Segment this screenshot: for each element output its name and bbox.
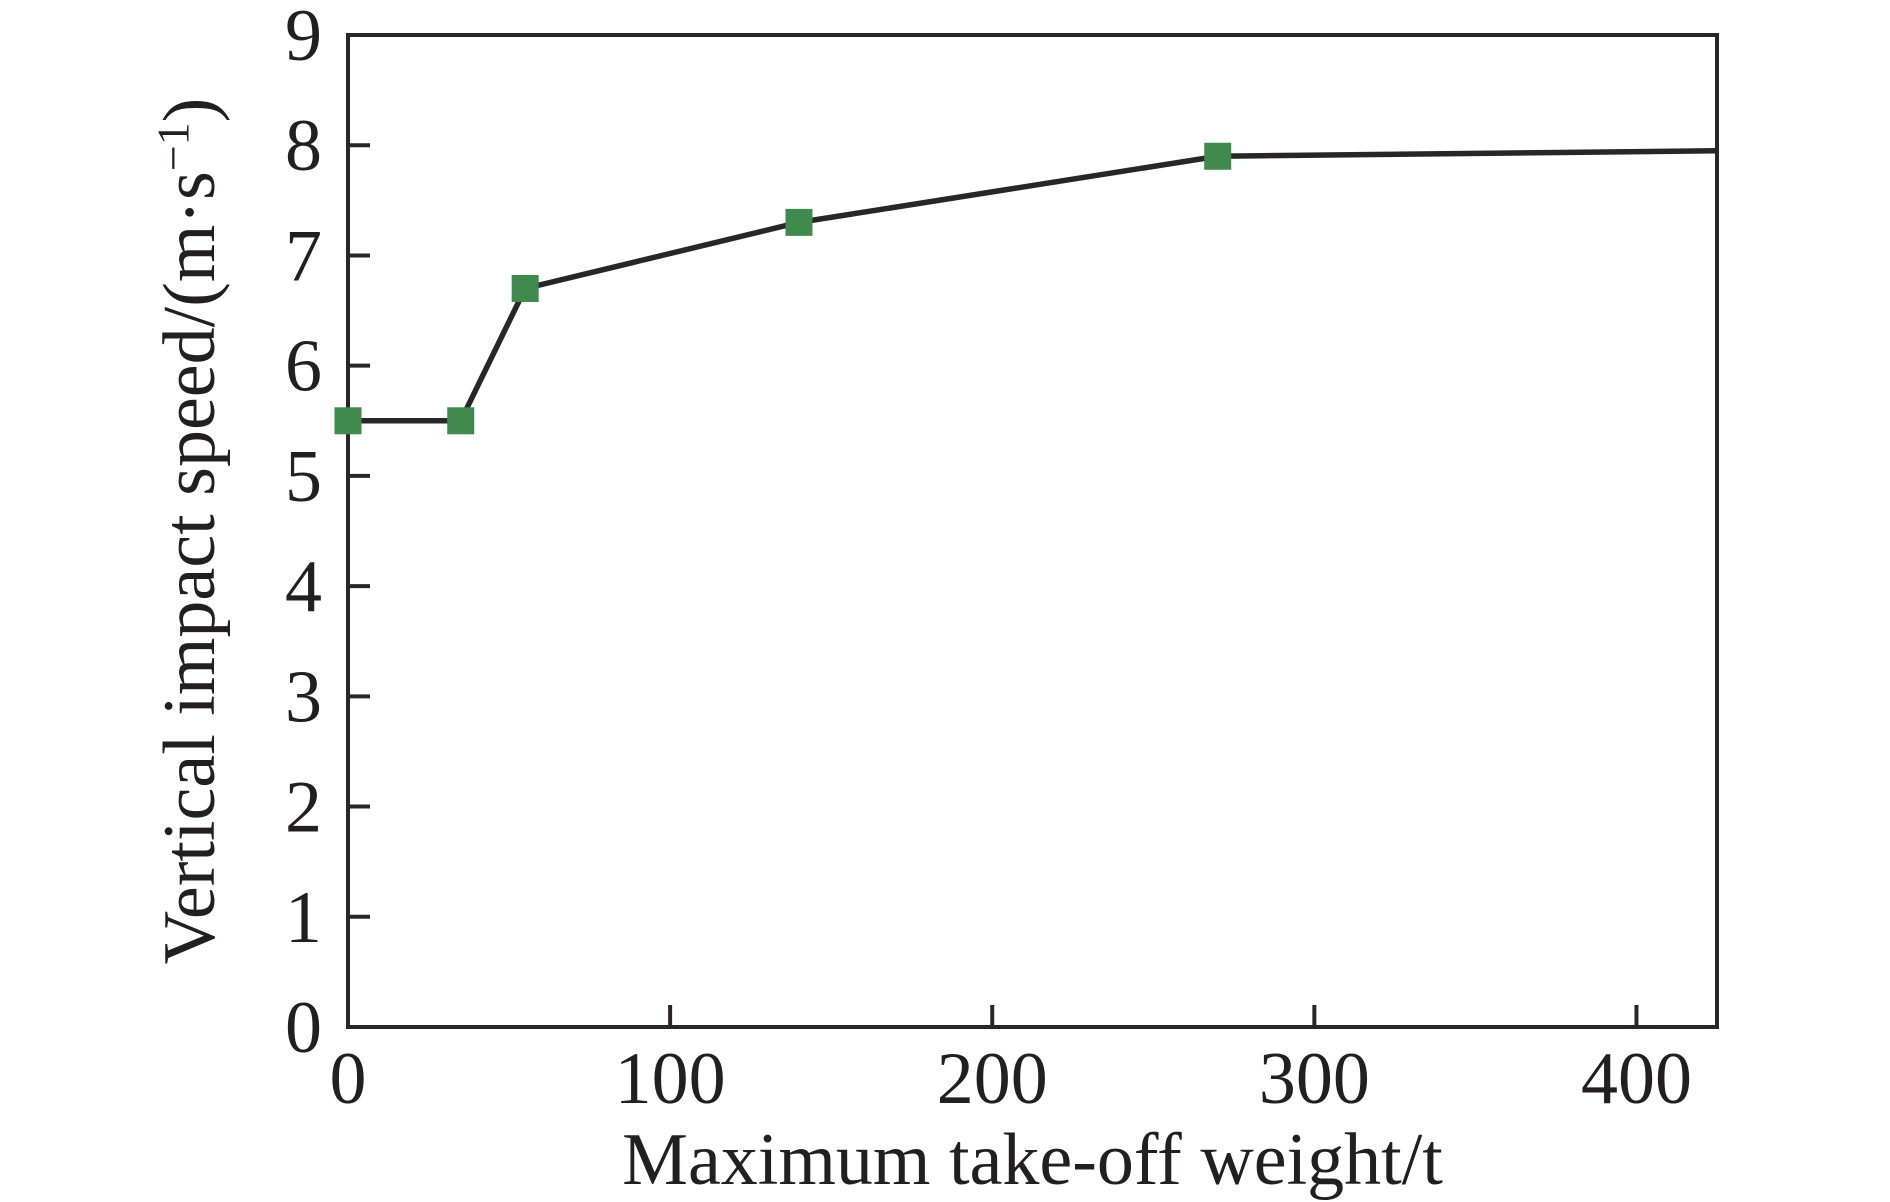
plot-frame [346,33,1719,1029]
data-point-marker [447,407,475,435]
x-tick-label: 400 [1581,1038,1692,1120]
y-axis-title-prefix: Vertical impact speed/(m·s [149,171,231,965]
data-point-marker [785,208,813,236]
x-tick-label: 0 [330,1038,367,1120]
x-axis-title: Maximum take-off weight/t [622,1119,1443,1201]
data-point-marker [1204,142,1232,170]
y-tick-label: 8 [285,105,322,187]
y-axis-title-superscript: −1 [147,122,199,172]
x-tick-label: 100 [615,1038,726,1120]
x-tick-label: 200 [937,1038,1048,1120]
y-tick-label: 1 [285,877,322,959]
y-tick-label: 7 [285,215,322,297]
x-tick-label: 300 [1259,1038,1370,1120]
y-tick-label: 2 [285,767,322,849]
y-tick-label: 3 [285,656,322,738]
data-point-marker [511,275,539,303]
y-tick-label: 9 [285,0,322,77]
y-tick-label: 5 [285,436,322,518]
data-line [348,147,1718,424]
y-tick-label: 0 [285,987,322,1069]
y-axis-title: Vertical impact speed/(m·s−1) [147,35,233,1027]
y-tick-label: 4 [285,546,322,628]
y-tick-label: 6 [285,326,322,408]
y-axis-title-suffix: ) [149,97,231,123]
data-point-marker [334,407,362,435]
